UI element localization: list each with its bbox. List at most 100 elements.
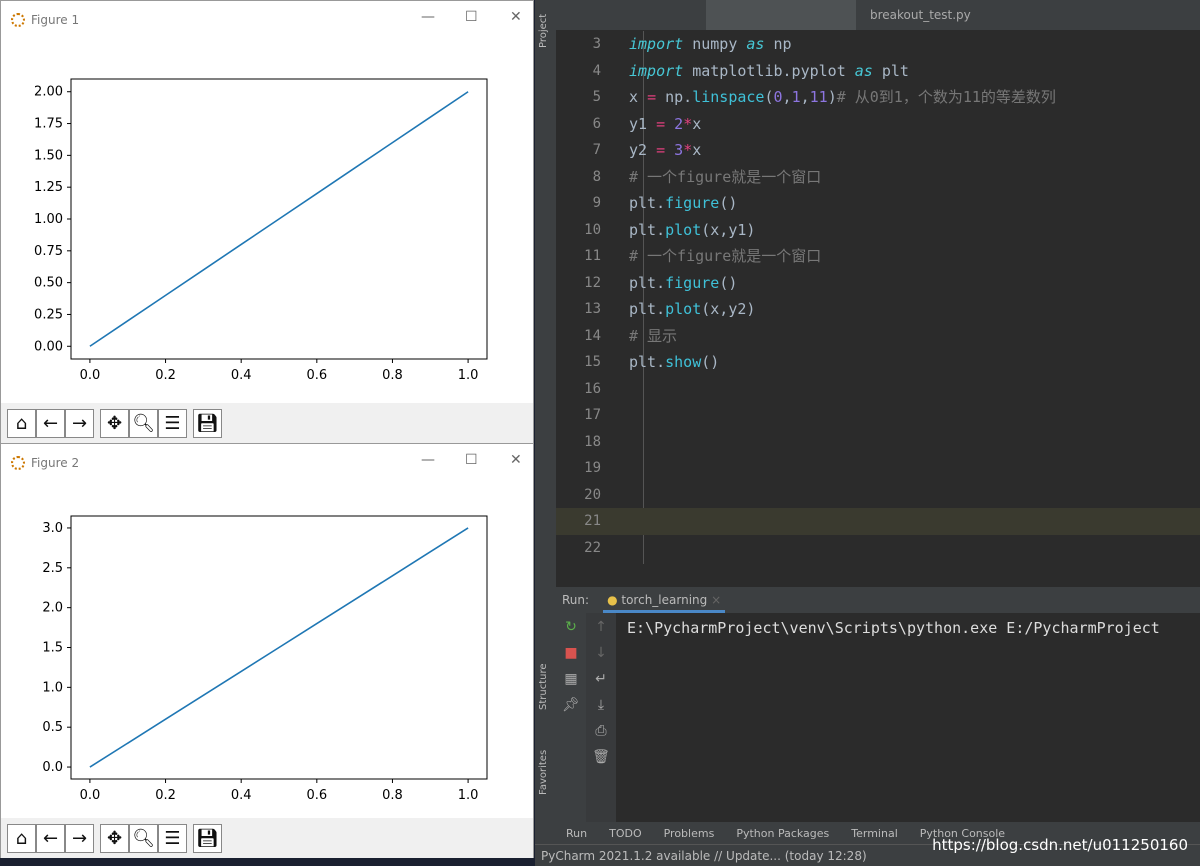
status-text[interactable]: PyCharm 2021.1.2 available // Update... … xyxy=(541,848,867,863)
code-line[interactable]: 4 import matplotlib.pyplot as plt xyxy=(556,58,1200,85)
bottom-tab-python-console[interactable]: Python Console xyxy=(919,826,1006,840)
code-text: import matplotlib.pyplot as plt xyxy=(629,61,909,80)
minimize-button[interactable]: — xyxy=(421,9,435,25)
configure-icon[interactable]: ☰ xyxy=(158,823,187,853)
up-icon[interactable]: ↑ xyxy=(595,619,607,635)
maximize-button[interactable]: ☐ xyxy=(465,9,478,25)
figure-2-window: Figure 2 — ☐ ✕ 0.0 0.2 0.4 0.6 0.8 1.0 0.0 0.5 1… xyxy=(0,443,534,858)
line-number: 18 xyxy=(584,433,601,450)
trash-icon[interactable]: 🗑︎ xyxy=(592,749,610,765)
bottom-tab-terminal[interactable]: Terminal xyxy=(851,826,898,840)
run-toolbar: ↻ ■ ▦ 📌︎ xyxy=(556,613,586,822)
code-line[interactable]: 12 plt.figure() xyxy=(556,270,1200,297)
close-button[interactable]: ✕ xyxy=(510,9,522,25)
code-text: plt.show() xyxy=(629,353,720,371)
configure-icon[interactable]: ☰ xyxy=(158,408,187,438)
x-tick-label: 0.6 xyxy=(306,788,327,803)
code-line[interactable]: 17 xyxy=(556,402,1200,429)
home-icon[interactable]: ⌂ xyxy=(7,408,36,438)
run-toolbar-2: ↑ ↓ ↵ ⤓ ⎙ 🗑︎ xyxy=(586,613,616,822)
code-line[interactable]: 15 plt.show() xyxy=(556,349,1200,376)
code-line[interactable]: 3 import numpy as np xyxy=(556,31,1200,58)
line-number: 4 xyxy=(592,62,601,79)
save-icon[interactable]: 💾︎ xyxy=(193,823,222,853)
toolbar: ⌂ ← → ✥ 🔍︎ ☰ 💾︎ xyxy=(1,818,533,858)
soft-wrap-icon[interactable]: ↵ xyxy=(595,671,607,687)
figure-1-window: Figure 1 — ☐ ✕ 0.0 0.2 0.4 0.6 0.8 1.0 0.00 0.2… xyxy=(0,0,534,444)
code-line[interactable]: 16 xyxy=(556,376,1200,403)
pin-icon[interactable]: 📌︎ xyxy=(562,697,580,713)
home-icon[interactable]: ⌂ xyxy=(7,823,36,853)
code-line[interactable]: 5 x = np.linspace(0,1,11)# 从0到1，个数为11的等差数… xyxy=(556,84,1200,111)
forward-icon[interactable]: → xyxy=(65,408,94,438)
layout-icon[interactable]: ▦ xyxy=(564,671,578,687)
rerun-icon[interactable]: ↻ xyxy=(565,619,577,635)
scroll-to-end-icon[interactable]: ⤓ xyxy=(597,697,605,713)
code-line[interactable]: 8 # 一个figure就是一个窗口 xyxy=(556,164,1200,191)
code-line[interactable]: 14 # 显示 xyxy=(556,323,1200,350)
y-tick-label: 2.00 xyxy=(34,85,63,100)
line-number: 14 xyxy=(584,327,601,344)
save-icon[interactable]: 💾︎ xyxy=(193,408,222,438)
y-tick-label: 0.5 xyxy=(42,720,63,735)
zoom-icon[interactable]: 🔍︎ xyxy=(129,408,158,438)
pan-icon[interactable]: ✥ xyxy=(100,823,129,853)
code-editor[interactable]: 3 import numpy as np 4 import matplotlib.py… xyxy=(556,31,1200,586)
structure-tool-button[interactable]: Structure xyxy=(538,663,549,710)
line-number: 11 xyxy=(584,248,601,264)
code-line[interactable]: 9 plt.figure() xyxy=(556,190,1200,217)
code-line[interactable]: 22 xyxy=(556,535,1200,562)
y-tick-label: 0.0 xyxy=(42,760,63,775)
line-number: 7 xyxy=(592,142,601,158)
code-text: x = np.linspace(0,1,11)# 从0到1，个数为11的等差数列 xyxy=(629,88,1056,106)
bottom-tab-todo[interactable]: TODO xyxy=(609,826,642,840)
code-line[interactable]: 19 xyxy=(556,455,1200,482)
code-text: plt.figure() xyxy=(629,273,738,292)
back-icon[interactable]: ← xyxy=(36,823,65,853)
minimize-button[interactable]: — xyxy=(421,452,435,468)
close-button[interactable]: ✕ xyxy=(510,452,522,468)
back-icon[interactable]: ← xyxy=(36,408,65,438)
bottom-tab-run[interactable]: Run xyxy=(566,826,588,840)
code-line[interactable]: 6 y1 = 2*x xyxy=(556,111,1200,138)
y-tick-label: 1.0 xyxy=(42,680,63,695)
zoom-icon[interactable]: 🔍︎ xyxy=(129,823,158,853)
series-line xyxy=(89,91,469,347)
code-line[interactable]: 10 plt.plot(x,y1) xyxy=(556,217,1200,244)
editor-tab-active[interactable] xyxy=(706,0,856,30)
y-tick-label: 1.75 xyxy=(34,117,63,132)
stop-icon[interactable]: ■ xyxy=(564,645,578,661)
bottom-tab-problems[interactable]: Problems xyxy=(663,826,715,840)
x-tick-label: 0.4 xyxy=(231,368,252,383)
bottom-tab-python-packages[interactable]: Python Packages xyxy=(736,826,830,840)
line-number: 3 xyxy=(592,36,601,52)
code-line[interactable]: 20 xyxy=(556,482,1200,509)
down-icon[interactable]: ↓ xyxy=(595,645,607,661)
forward-icon[interactable]: → xyxy=(65,823,94,853)
maximize-button[interactable]: ☐ xyxy=(465,452,478,468)
code-line[interactable]: 13 plt.plot(x,y2) xyxy=(556,296,1200,323)
y-tick-label: 2.0 xyxy=(42,601,63,616)
code-line[interactable]: 7 y2 = 3*x xyxy=(556,137,1200,164)
editor-tab[interactable] xyxy=(556,0,706,30)
line-number: 22 xyxy=(584,539,601,556)
x-tick-label: 0.0 xyxy=(80,788,101,803)
editor-tab[interactable]: breakout_test.py xyxy=(870,8,971,22)
x-tick-label: 1.0 xyxy=(458,788,479,803)
status-bar: PyCharm 2021.1.2 available // Update... … xyxy=(535,844,1200,866)
bottom-tool-tabs: Run TODO Problems Python Packages Termin… xyxy=(556,822,1200,844)
x-tick-label: 0.2 xyxy=(155,788,176,803)
code-line[interactable]: 21 xyxy=(556,508,1200,535)
matplotlib-logo-icon xyxy=(11,13,25,27)
code-line[interactable]: 18 xyxy=(556,429,1200,456)
x-tick-label: 0.8 xyxy=(382,788,403,803)
project-tool-button[interactable]: Project xyxy=(538,13,549,48)
pan-icon[interactable]: ✥ xyxy=(100,408,129,438)
favorites-tool-button[interactable]: Favorites xyxy=(538,749,549,795)
run-tab[interactable]: ● torch_learning × xyxy=(603,588,726,613)
code-line[interactable]: 11 # 一个figure就是一个窗口 xyxy=(556,243,1200,270)
y-tick-label: 0.25 xyxy=(34,307,63,322)
editor-tab[interactable] xyxy=(1006,0,1156,30)
code-text: y1 = 2*x xyxy=(629,114,702,133)
print-icon[interactable]: ⎙ xyxy=(595,723,607,739)
